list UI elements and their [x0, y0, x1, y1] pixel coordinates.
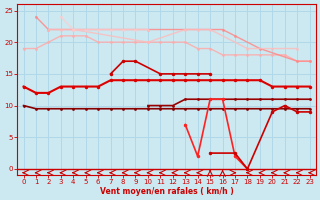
X-axis label: Vent moyen/en rafales ( km/h ): Vent moyen/en rafales ( km/h )	[100, 187, 234, 196]
